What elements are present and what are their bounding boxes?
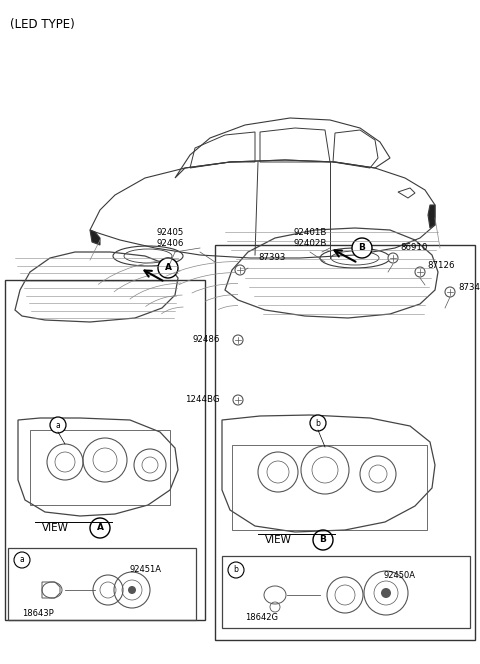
Text: 18643P: 18643P: [22, 608, 54, 618]
Text: B: B: [320, 535, 326, 544]
Circle shape: [388, 253, 398, 263]
Text: 18642G: 18642G: [245, 612, 278, 622]
Circle shape: [233, 335, 243, 345]
Circle shape: [352, 238, 372, 258]
Circle shape: [50, 417, 66, 433]
Text: (LED TYPE): (LED TYPE): [10, 18, 75, 31]
Circle shape: [235, 265, 245, 275]
Circle shape: [381, 588, 391, 598]
Text: b: b: [234, 566, 239, 574]
Text: 87343A: 87343A: [458, 284, 480, 293]
Circle shape: [228, 562, 244, 578]
Text: 92450A: 92450A: [384, 570, 416, 580]
Text: 92451A: 92451A: [129, 566, 161, 574]
Text: VIEW: VIEW: [42, 523, 69, 533]
Circle shape: [415, 267, 425, 277]
Text: A: A: [96, 523, 104, 533]
Circle shape: [14, 552, 30, 568]
Text: a: a: [20, 556, 24, 564]
Circle shape: [445, 287, 455, 297]
Text: 92405
92406: 92405 92406: [156, 228, 184, 248]
Text: 92486: 92486: [192, 335, 220, 345]
Circle shape: [233, 395, 243, 405]
Text: 87126: 87126: [427, 260, 455, 270]
Text: a: a: [56, 420, 60, 430]
Text: b: b: [315, 418, 321, 428]
Polygon shape: [428, 205, 435, 228]
Circle shape: [310, 415, 326, 431]
Text: VIEW: VIEW: [264, 535, 291, 545]
Text: B: B: [359, 244, 365, 252]
Circle shape: [158, 258, 178, 278]
Circle shape: [128, 586, 136, 594]
Text: A: A: [165, 264, 171, 272]
Text: 92401B
92402B: 92401B 92402B: [293, 228, 327, 248]
Text: 87393: 87393: [258, 254, 286, 262]
Text: 86910: 86910: [400, 244, 427, 252]
Text: 1244BG: 1244BG: [185, 396, 220, 404]
Polygon shape: [90, 230, 100, 245]
